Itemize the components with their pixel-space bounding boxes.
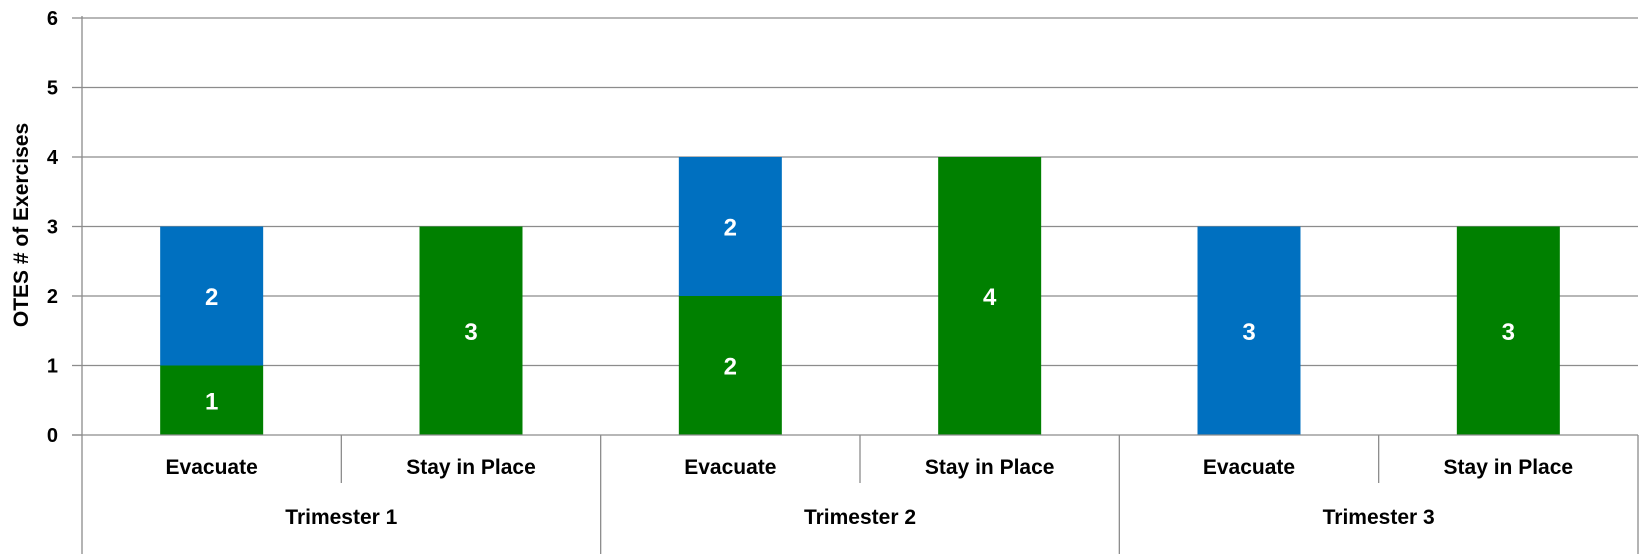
bar-segment <box>160 226 264 366</box>
y-tick-label: 3 <box>47 217 58 239</box>
bar-segment <box>160 365 264 435</box>
bar-segment <box>1197 226 1301 435</box>
data-label: 2 <box>724 215 737 242</box>
bar-segment <box>419 226 523 435</box>
x-group-label: Trimester 1 <box>285 506 397 529</box>
x-category-label: Stay in Place <box>925 456 1055 479</box>
data-label: 1 <box>205 388 218 415</box>
y-tick-label: 6 <box>47 8 58 30</box>
axes <box>72 16 1639 554</box>
x-category-label: Evacuate <box>166 456 258 479</box>
data-label: 3 <box>464 319 477 346</box>
y-tick-label: 0 <box>47 425 58 447</box>
data-label: 3 <box>1242 319 1255 346</box>
y-tick-label: 5 <box>47 78 58 100</box>
x-category-labels: Evacuate Stay in Place Evacuate Stay in Pla… <box>166 456 1574 479</box>
x-category-label: Stay in Place <box>1444 456 1574 479</box>
data-label: 3 <box>1502 319 1515 346</box>
bar-segment <box>1456 226 1560 435</box>
bar-segment <box>938 157 1042 435</box>
x-group-labels: Trimester 1 Trimester 2 Trimester 3 <box>285 506 1434 529</box>
data-labels: 1 2 3 2 2 4 3 3 <box>205 215 1515 416</box>
gridlines <box>82 17 1638 367</box>
x-category-label: Stay in Place <box>406 456 536 479</box>
y-tick-label: 1 <box>47 356 58 378</box>
bars <box>160 157 1560 435</box>
y-tick-label: 2 <box>47 286 58 308</box>
y-tick-labels: 0 1 2 3 4 5 6 <box>47 8 59 447</box>
data-label: 2 <box>724 354 737 381</box>
data-label: 2 <box>205 284 218 311</box>
x-category-label: Evacuate <box>1203 456 1295 479</box>
data-label: 4 <box>983 284 997 311</box>
x-category-label: Evacuate <box>684 456 776 479</box>
x-group-label: Trimester 3 <box>1323 506 1435 529</box>
y-axis-label: OTES # of Exercises <box>10 123 33 327</box>
y-tick-label: 4 <box>47 147 59 169</box>
bar-segment <box>678 296 782 435</box>
x-group-label: Trimester 2 <box>804 506 916 529</box>
bar-segment <box>678 157 782 296</box>
